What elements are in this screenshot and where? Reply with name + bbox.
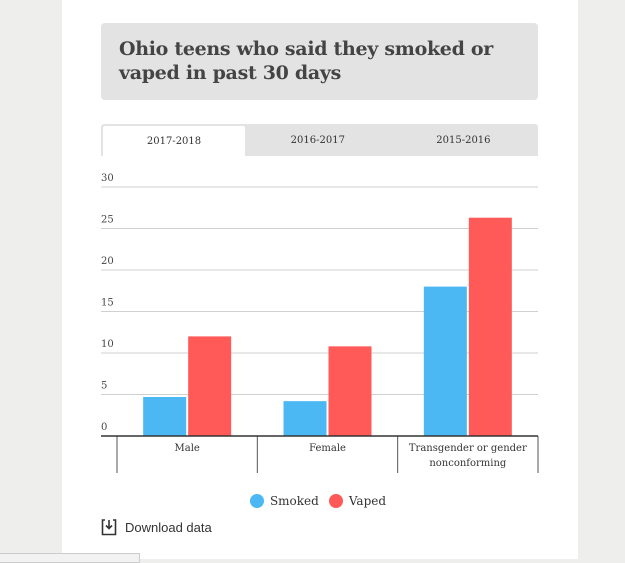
- legend-label: Vaped: [348, 494, 387, 508]
- bar-vaped: [328, 346, 372, 436]
- bar-vaped: [468, 217, 512, 436]
- y-tick-label: 30: [101, 173, 114, 184]
- x-tick-label: Transgender or gender: [409, 443, 527, 454]
- y-tick-label: 25: [101, 215, 114, 226]
- y-tick-label: 15: [101, 298, 114, 309]
- download-label: Download data: [125, 519, 212, 535]
- y-tick-label: 20: [101, 256, 114, 267]
- smoked-dot-icon: [249, 494, 264, 508]
- download-icon: [101, 519, 117, 536]
- tab-2017-2018[interactable]: 2017-2018: [103, 126, 245, 156]
- bar-smoked: [283, 401, 327, 436]
- y-tick-label: 5: [101, 381, 107, 392]
- legend: Smoked Vaped: [62, 494, 578, 508]
- tab-2016-2017[interactable]: 2016-2017: [290, 134, 345, 146]
- bar-smoked: [423, 286, 467, 436]
- vaped-dot-icon: [328, 494, 343, 508]
- x-tick-label: Female: [309, 443, 346, 454]
- x-tick-label: nonconforming: [429, 458, 507, 469]
- chart-card: Ohio teens who said they smoked or vaped…: [62, 0, 578, 559]
- status-bar: [0, 553, 140, 563]
- y-tick-label: 0: [101, 422, 107, 433]
- download-data-button[interactable]: Download data: [101, 518, 212, 536]
- bar-vaped: [188, 336, 232, 436]
- tab-2015-2016[interactable]: 2015-2016: [436, 134, 491, 146]
- legend-item-smoked[interactable]: Smoked: [249, 494, 319, 508]
- year-tabs: 2017-2018 2016-2017 2015-2016: [101, 124, 538, 156]
- legend-item-vaped[interactable]: Vaped: [328, 494, 387, 508]
- title-box: Ohio teens who said they smoked or vaped…: [101, 23, 538, 100]
- bar-chart: 0 5 10 15 20 25 30 Male Female Transgender or gen…: [101, 173, 539, 473]
- legend-label: Smoked: [269, 494, 319, 508]
- bar-smoked: [143, 396, 187, 436]
- x-tick-label: Male: [175, 443, 200, 454]
- y-tick-label: 10: [101, 339, 114, 350]
- chart-title: Ohio teens who said they smoked or vaped…: [119, 38, 493, 84]
